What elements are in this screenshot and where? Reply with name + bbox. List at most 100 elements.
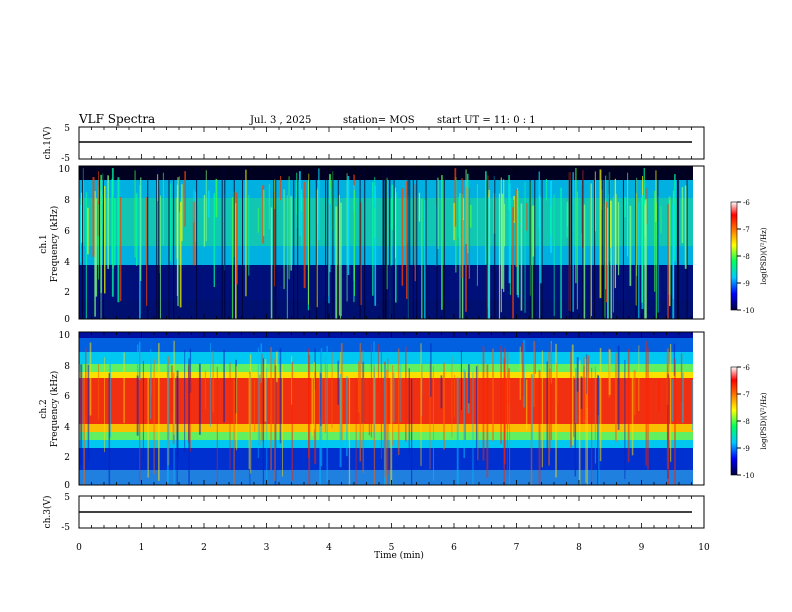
spectrogram-streak bbox=[198, 363, 201, 435]
spectrogram-streak bbox=[117, 177, 120, 303]
ch2-spectrogram-streaks bbox=[80, 340, 694, 485]
spectrogram-streak bbox=[264, 358, 267, 422]
spectrogram-streak bbox=[498, 193, 501, 319]
spectrogram-streak bbox=[404, 346, 407, 442]
spectrogram-streak bbox=[346, 376, 348, 457]
spectrogram-streak bbox=[424, 200, 426, 319]
spectrogram-streak bbox=[150, 349, 152, 420]
spectrogram-streak bbox=[681, 372, 684, 423]
spectrogram-streak bbox=[319, 371, 321, 485]
spectrogram-streak bbox=[509, 379, 511, 485]
spectrogram-streak bbox=[328, 199, 330, 304]
spectrogram-streak bbox=[418, 192, 421, 222]
spectrogram-gap bbox=[81, 166, 83, 319]
spectrogram-streak bbox=[283, 189, 285, 290]
spectrogram-gap bbox=[541, 166, 543, 319]
spectrogram-streak bbox=[531, 374, 533, 443]
spectrogram-streak bbox=[338, 194, 340, 316]
spectrogram-streak bbox=[354, 190, 355, 296]
spectrogram-streak bbox=[189, 372, 191, 452]
spectrogram-streak bbox=[560, 187, 562, 319]
spectrogram-streak bbox=[320, 373, 322, 427]
spectrogram-streak bbox=[586, 354, 588, 395]
spectrogram-streak bbox=[555, 343, 557, 478]
header-start-time: start UT = 11: 0 : 1 bbox=[437, 115, 536, 126]
spectrogram-streak bbox=[501, 193, 504, 289]
cb1-tick-minus8: -8 bbox=[743, 253, 750, 261]
spectrogram-streak bbox=[482, 346, 485, 461]
spectrogram-streak bbox=[346, 173, 348, 302]
spectrogram-streak bbox=[87, 364, 90, 460]
spectrogram-gap bbox=[224, 166, 226, 319]
spectrogram-streak bbox=[583, 366, 585, 420]
ch1-ytick-6: 6 bbox=[64, 227, 70, 237]
spectrogram-streak bbox=[638, 202, 640, 319]
spectrogram-gap bbox=[529, 166, 531, 319]
spectrogram-streak bbox=[609, 200, 612, 248]
spectrogram-streak bbox=[109, 358, 112, 438]
spectrogram-streak bbox=[303, 181, 306, 289]
spectrogram-streak bbox=[337, 360, 339, 405]
xtick-8: 8 bbox=[576, 543, 582, 553]
cb1-tick-minus9: -9 bbox=[743, 280, 750, 288]
spectrogram-streak bbox=[575, 368, 577, 424]
ch2-spectrogram-ticks bbox=[78, 332, 705, 485]
spectrogram-streak bbox=[98, 186, 100, 280]
spectrogram-streak bbox=[429, 361, 431, 470]
spectrogram-streak bbox=[82, 168, 84, 242]
cb1-tick-minus10: -10 bbox=[743, 307, 754, 315]
spectrogram-streak bbox=[192, 201, 195, 266]
spectrogram-streak bbox=[440, 375, 443, 409]
spectrogram-streak bbox=[261, 353, 263, 441]
spectrogram-streak bbox=[274, 358, 276, 482]
spectrogram-streak bbox=[340, 343, 343, 441]
spectrogram-gap bbox=[534, 166, 536, 319]
spectrogram-gap bbox=[315, 166, 317, 319]
ch2-spectrogram-panel: 0 2 4 6 8 10 ch.2 Frequency (kHz) bbox=[39, 331, 705, 491]
spectrogram-streak bbox=[684, 185, 687, 269]
spectrogram-streak bbox=[465, 169, 467, 244]
spectrogram-streak bbox=[586, 372, 588, 485]
spectrogram-streak bbox=[624, 197, 626, 218]
spectrogram-streak bbox=[526, 203, 528, 231]
spectrogram-streak bbox=[591, 367, 593, 485]
spectrogram-streak bbox=[464, 371, 466, 441]
ch3-ytick-5: 5 bbox=[64, 493, 70, 503]
spectrogram-streak bbox=[420, 343, 422, 466]
spectrogram-gap bbox=[571, 166, 573, 319]
ch3-voltage-ylabel: ch.3(V) bbox=[42, 496, 53, 529]
spectrogram-gap bbox=[603, 166, 605, 319]
spectrogram-streak bbox=[235, 192, 238, 285]
spectrogram-gap bbox=[293, 166, 295, 319]
spectrogram-streak bbox=[572, 172, 574, 312]
spectrogram-streak bbox=[500, 345, 502, 445]
spectrogram-streak bbox=[97, 363, 100, 420]
spectrogram-streak bbox=[210, 342, 212, 428]
spectrogram-streak bbox=[153, 359, 155, 475]
spectrogram-streak bbox=[215, 178, 218, 218]
spectrogram-streak bbox=[468, 188, 471, 279]
spectrogram-streak bbox=[599, 169, 602, 299]
x-axis-label: Time (min) bbox=[374, 550, 424, 561]
ch2-ytick-8: 8 bbox=[64, 362, 70, 372]
spectrogram-streak bbox=[139, 348, 141, 483]
x-axis-tick-labels: 0 1 2 3 4 5 6 7 8 9 10 bbox=[76, 543, 710, 553]
spectrogram-streak bbox=[101, 194, 103, 224]
spectrogram-streak bbox=[147, 372, 149, 478]
spectrogram-gap bbox=[382, 166, 384, 319]
spectrogram-gap bbox=[412, 166, 414, 319]
spectrogram-streak bbox=[100, 190, 102, 319]
ch2-frequency-label: Frequency (kHz) bbox=[49, 371, 60, 448]
spectrogram-streak bbox=[475, 366, 478, 464]
spectrogram-streak bbox=[436, 177, 439, 249]
spectrogram-streak bbox=[513, 199, 515, 221]
spectrogram-streak bbox=[421, 198, 423, 319]
spectrogram-streak bbox=[573, 376, 575, 438]
spectrogram-streak bbox=[97, 201, 99, 237]
ch1-ytick-10: 10 bbox=[59, 165, 71, 175]
spectrogram-gap bbox=[156, 166, 158, 319]
spectrogram-gap bbox=[657, 166, 659, 319]
spectrogram-gap bbox=[309, 166, 311, 319]
spectrogram-streak bbox=[204, 370, 206, 410]
spectrogram-streak bbox=[308, 355, 311, 485]
